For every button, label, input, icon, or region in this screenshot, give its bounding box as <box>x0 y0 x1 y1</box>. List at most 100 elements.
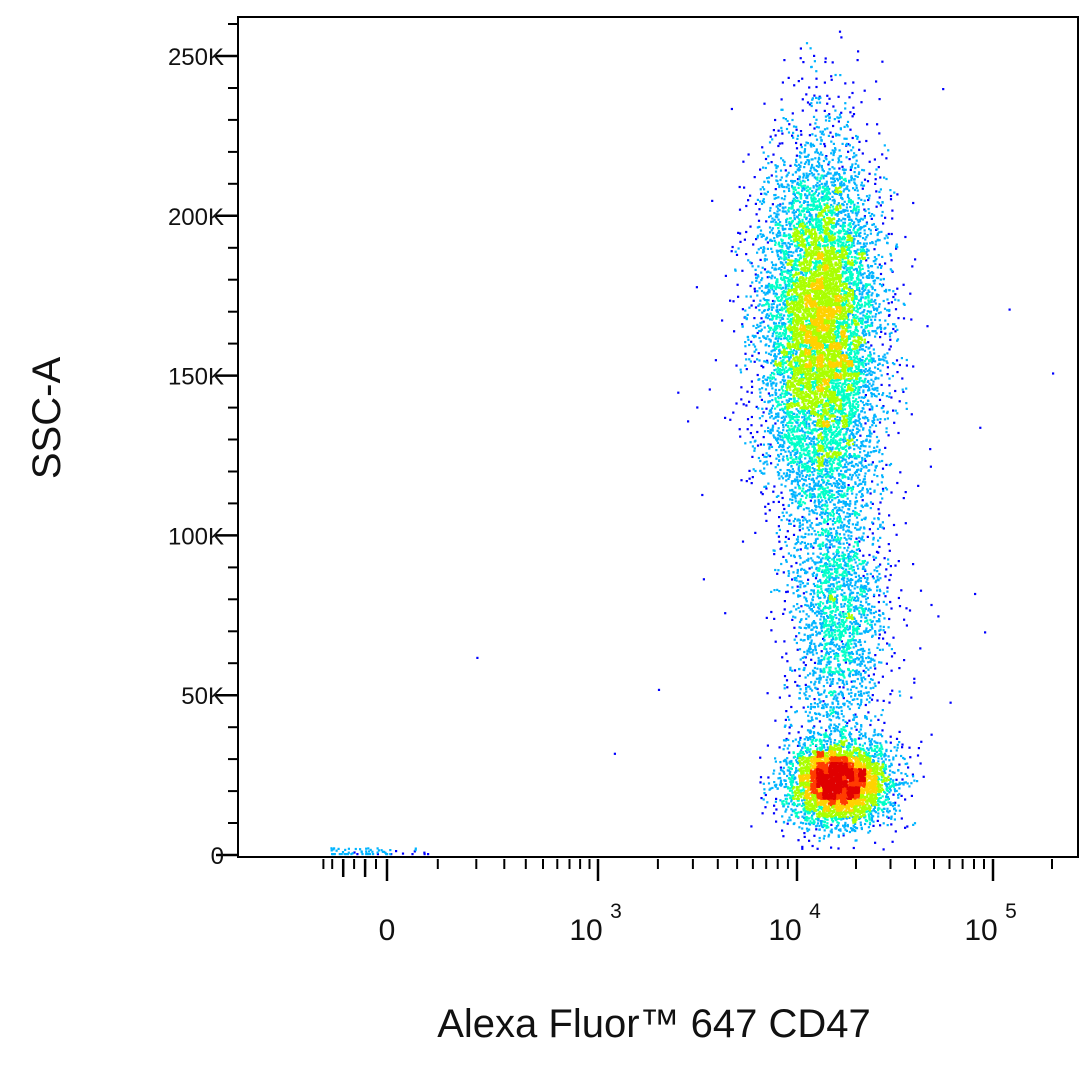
event-dot <box>793 84 796 87</box>
event-dot <box>850 177 853 180</box>
event-dot <box>875 395 878 398</box>
event-dot <box>786 469 789 472</box>
event-dot <box>846 583 849 586</box>
event-dot <box>768 275 771 278</box>
event-dot <box>784 535 788 539</box>
event-dot <box>855 457 858 460</box>
event-dot <box>851 115 854 118</box>
event-dot <box>871 480 874 483</box>
event-dot <box>837 700 840 703</box>
event-dot <box>803 431 806 434</box>
event-dot <box>860 217 863 220</box>
event-dot <box>810 158 813 161</box>
event-dot <box>786 757 789 760</box>
event-dot <box>878 620 881 623</box>
event-dot <box>809 167 813 170</box>
event-dot <box>813 682 816 685</box>
event-dot <box>902 497 905 500</box>
event-dot <box>888 549 891 552</box>
event-dot <box>844 107 847 110</box>
event-dot <box>841 679 845 682</box>
event-dot <box>771 138 774 141</box>
event-dot <box>796 744 800 747</box>
event-dot <box>795 128 798 131</box>
event-dot <box>854 162 857 165</box>
event-dot <box>746 428 749 431</box>
event-dot <box>878 303 881 306</box>
event-dot <box>876 367 880 370</box>
event-dot <box>857 673 860 676</box>
event-dot <box>799 57 802 60</box>
event-dot <box>775 449 778 452</box>
event-dot <box>844 504 847 507</box>
event-dot <box>773 348 776 351</box>
event-dot <box>799 143 803 146</box>
event-dot <box>795 767 798 770</box>
event-dot <box>830 534 834 537</box>
event-dot <box>805 42 809 45</box>
event-dot <box>811 527 814 530</box>
event-dot <box>780 129 783 132</box>
event-dot <box>724 274 727 277</box>
event-dot <box>856 521 859 524</box>
event-dot <box>806 521 809 524</box>
event-dot <box>741 323 744 326</box>
event-dot <box>764 316 768 319</box>
event-dot <box>854 561 857 564</box>
event-dot <box>837 472 840 475</box>
event-dot <box>826 549 829 552</box>
event-dot <box>876 418 879 421</box>
event-dot <box>874 366 877 369</box>
event-dot <box>791 468 794 471</box>
event-dot <box>860 616 863 619</box>
event-dot <box>822 593 826 596</box>
event-dot <box>768 141 772 144</box>
event-dot <box>876 570 879 573</box>
event-dot <box>343 853 346 856</box>
event-dot <box>811 98 814 101</box>
event-dot <box>890 816 893 819</box>
event-dot <box>871 388 874 391</box>
event-dot <box>776 304 779 307</box>
event-dot <box>837 828 841 832</box>
event-dot <box>822 170 825 173</box>
event-dot <box>842 834 845 837</box>
event-dot <box>821 153 824 156</box>
event-dot <box>857 657 861 660</box>
event-dot <box>761 407 764 410</box>
event-dot <box>879 577 882 580</box>
event-dot <box>796 757 799 760</box>
event-dot <box>854 500 857 503</box>
event-dot <box>894 298 897 301</box>
event-dot <box>369 853 372 856</box>
event-dot <box>864 224 867 227</box>
event-dot <box>781 132 784 135</box>
event-dot <box>815 125 818 129</box>
event-dot <box>787 570 790 573</box>
event-dot <box>778 696 781 699</box>
event-dot <box>898 690 901 693</box>
event-dot <box>857 574 860 577</box>
event-dot <box>797 595 800 598</box>
event-dot <box>791 112 794 115</box>
event-dot <box>869 242 872 245</box>
event-dot <box>777 500 780 503</box>
event-dot <box>888 773 891 776</box>
event-dot <box>737 231 740 234</box>
event-dot <box>811 496 814 499</box>
event-dot <box>830 140 833 143</box>
event-dot <box>890 669 893 672</box>
event-dot <box>916 754 920 757</box>
event-dot <box>881 612 885 615</box>
event-dot <box>821 168 824 171</box>
event-dot <box>800 810 803 814</box>
event-dot <box>820 504 823 507</box>
event-dot <box>879 266 883 269</box>
event-dot <box>855 671 858 674</box>
event-dot <box>763 455 766 458</box>
event-dot <box>842 670 846 673</box>
event-dot <box>762 436 765 439</box>
event-dot <box>845 123 848 127</box>
event-dot <box>878 190 881 193</box>
event-dot <box>867 341 870 344</box>
